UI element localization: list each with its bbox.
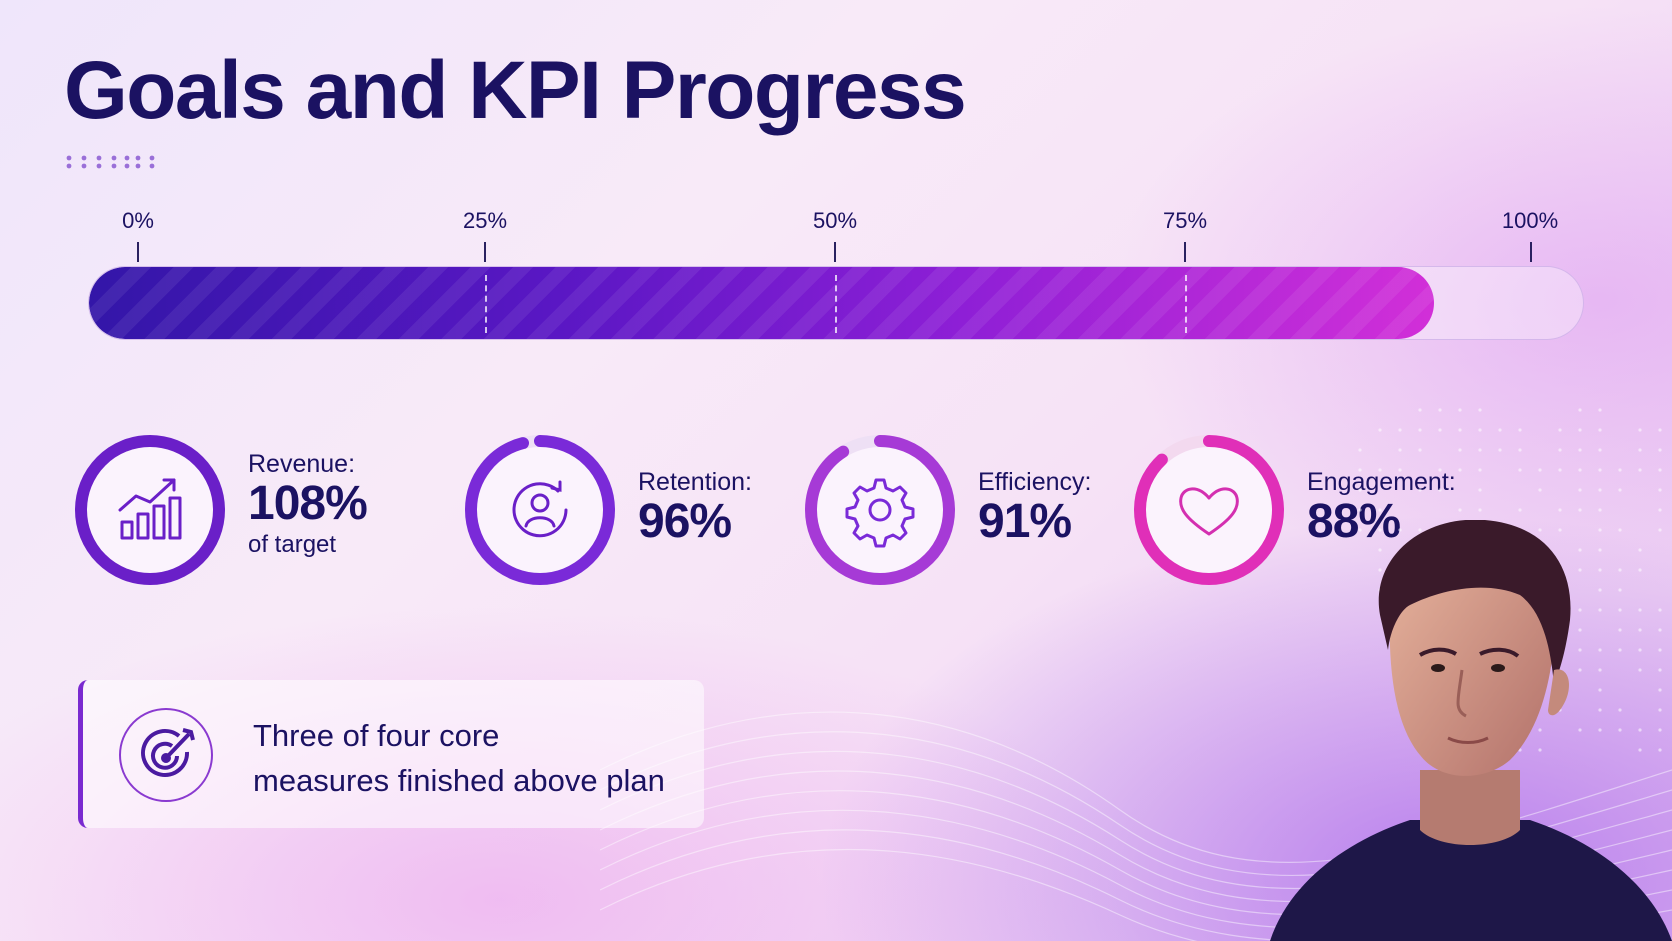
tick-label-0: 0% [122,208,154,234]
kpi-label-retention: Retention: [638,468,752,497]
kpi-sub-revenue: of target [248,531,367,559]
progress-scale: 0% 25% 50% 75% 100% [0,0,1672,260]
tick-mark-50 [834,242,836,262]
kpi-value-retention: 96% [638,497,752,547]
progress-bar-track [88,266,1584,340]
progress-bar-fill [89,267,1434,339]
callout-line-2: measures finished above plan [253,759,683,804]
kpi-label-revenue: Revenue: [248,450,367,479]
gear-icon [840,470,920,550]
progress-guide-75 [1185,275,1187,333]
kpi-value-efficiency: 91% [978,497,1091,547]
summary-callout: Three of four core measures finished abo… [78,680,704,828]
growth-chart-icon [110,470,190,550]
tick-label-25: 25% [463,208,507,234]
person-illustration [1270,520,1672,941]
tick-mark-100 [1530,242,1532,262]
tick-label-100: 100% [1502,208,1558,234]
tick-label-75: 75% [1163,208,1207,234]
kpi-value-revenue: 108% [248,479,367,529]
kpi-label-efficiency: Efficiency: [978,468,1091,497]
callout-line-1: Three of four core [253,714,683,759]
tick-mark-0 [137,242,139,262]
progress-guide-25 [485,275,487,333]
tick-mark-75 [1184,242,1186,262]
tick-mark-25 [484,242,486,262]
tick-label-50: 50% [813,208,857,234]
heart-icon [1169,470,1249,550]
target-arrow-icon [117,706,215,804]
user-refresh-icon [500,470,580,550]
progress-guide-50 [835,275,837,333]
